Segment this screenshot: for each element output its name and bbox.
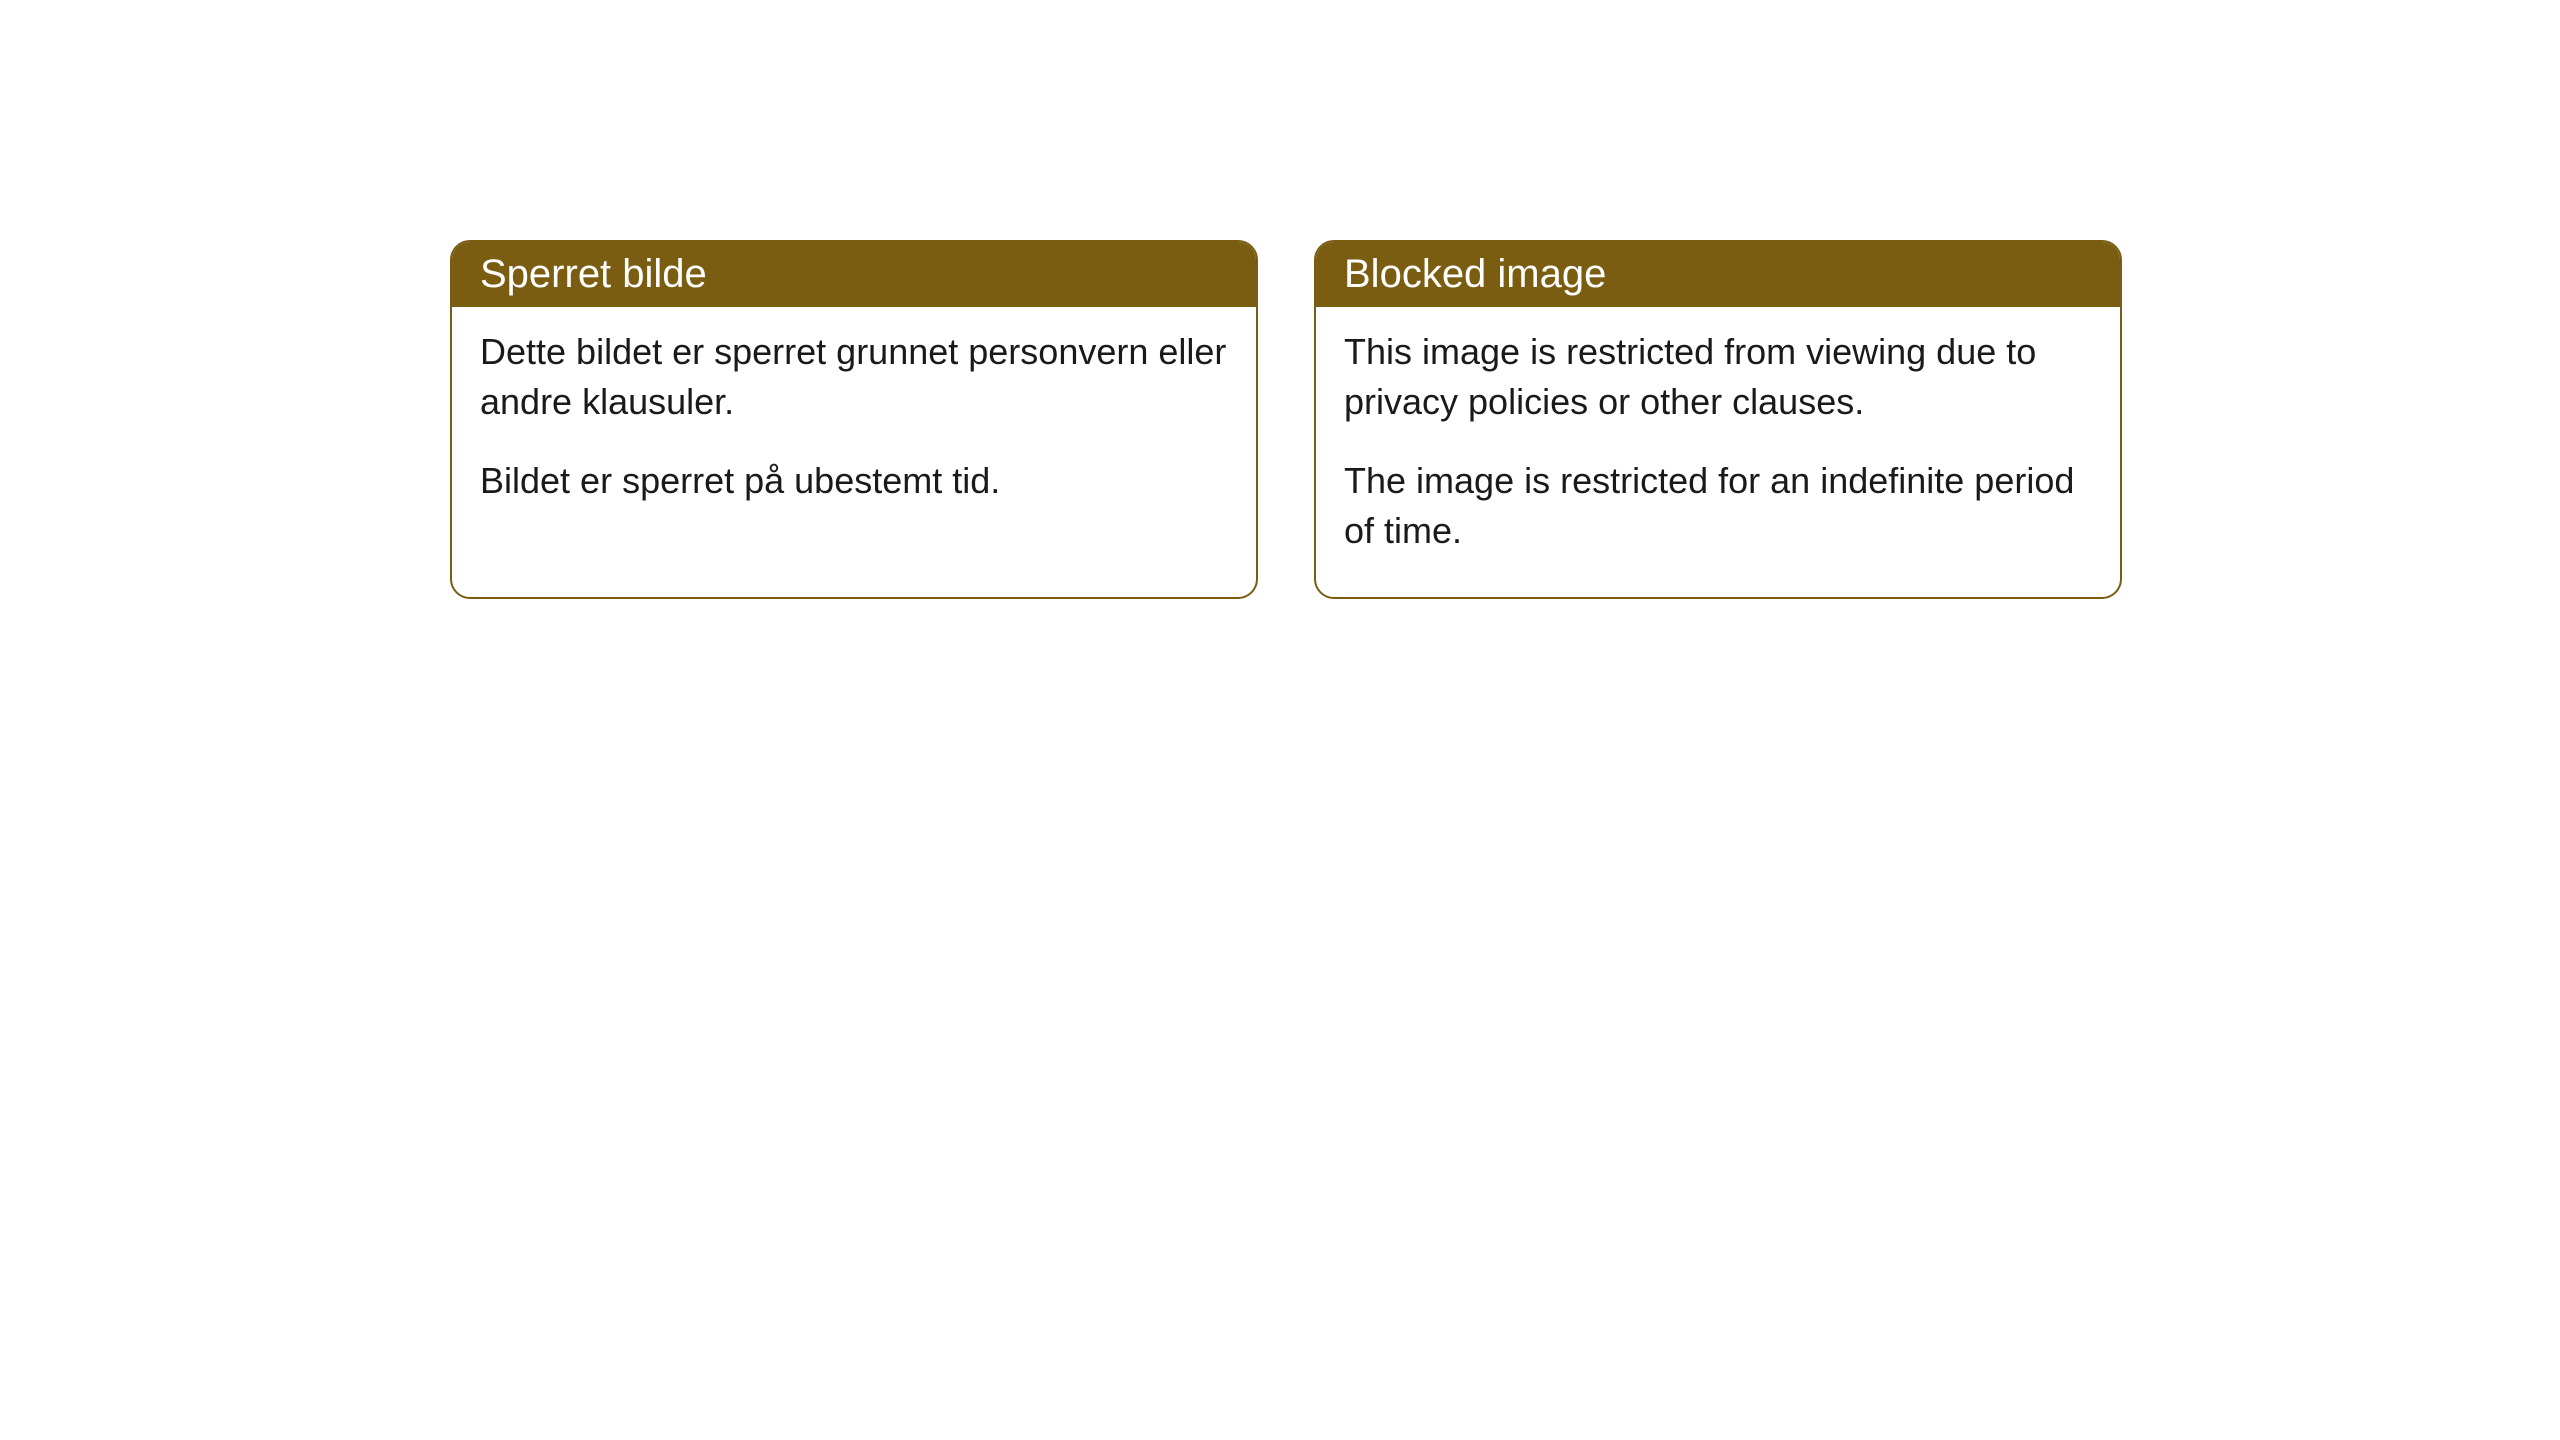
card-paragraph: The image is restricted for an indefinit… — [1344, 456, 2092, 557]
card-header-norwegian: Sperret bilde — [452, 242, 1256, 307]
notice-cards-container: Sperret bilde Dette bildet er sperret gr… — [450, 240, 2122, 599]
blocked-image-card-norwegian: Sperret bilde Dette bildet er sperret gr… — [450, 240, 1258, 599]
card-paragraph: Dette bildet er sperret grunnet personve… — [480, 327, 1228, 428]
card-paragraph: Bildet er sperret på ubestemt tid. — [480, 456, 1228, 506]
card-paragraph: This image is restricted from viewing du… — [1344, 327, 2092, 428]
card-header-english: Blocked image — [1316, 242, 2120, 307]
card-body-norwegian: Dette bildet er sperret grunnet personve… — [452, 307, 1256, 546]
blocked-image-card-english: Blocked image This image is restricted f… — [1314, 240, 2122, 599]
card-body-english: This image is restricted from viewing du… — [1316, 307, 2120, 597]
